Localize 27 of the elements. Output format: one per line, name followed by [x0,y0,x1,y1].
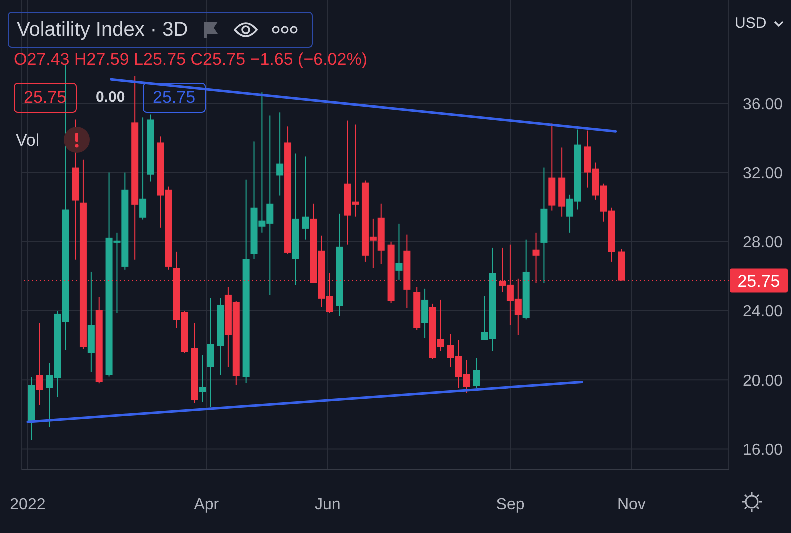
y-tick-label: 28.00 [743,234,784,252]
annotation: Vol [16,131,40,151]
x-tick-label: Nov [617,496,646,514]
candlestick [199,354,206,403]
candlestick [207,298,214,408]
candlestick [36,322,44,406]
x-tick-label: Jun [314,496,341,514]
candlestick [473,358,480,389]
candlestick [140,117,147,220]
ref-line-label: 25.75 [738,272,780,291]
annotation: O27.43 H27.59 L25.75 C25.75 −1.65 (−6.02%) [14,50,368,70]
x-tick-label: Sep [496,496,525,514]
y-tick-label: 32.00 [743,165,784,182]
y-tick-label: 20.00 [743,372,784,390]
text: Volatility Index · 3D [17,18,188,42]
x-tick-label: 2022 [10,496,46,514]
y-tick-label: 24.00 [743,304,784,321]
candlestick [422,288,429,339]
candlestick [276,112,284,196]
annotation: 25.75 [143,83,206,113]
annotation: 0.00 [96,89,126,106]
candlestick [396,223,403,280]
y-tick-label: 36.00 [743,96,784,114]
x-tick-label: Apr [194,496,220,514]
candlestick [302,156,310,240]
y-tick-label: 16.00 [743,442,784,459]
text: USD [735,15,767,32]
